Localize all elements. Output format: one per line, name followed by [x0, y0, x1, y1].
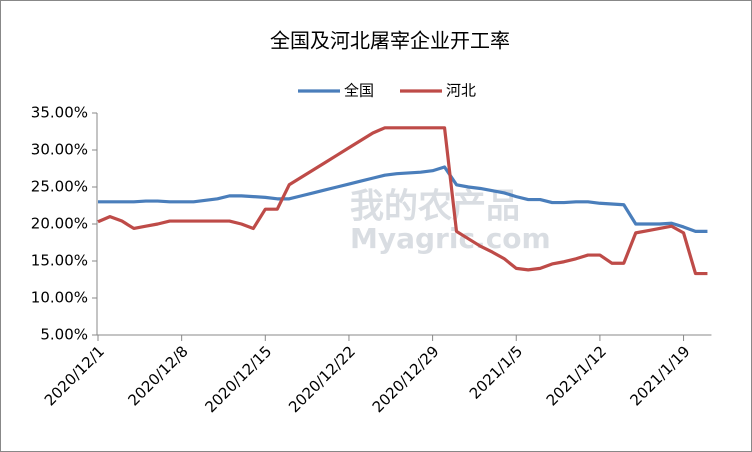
y-tick-label: 35.00%	[31, 104, 88, 122]
y-tick-label: 5.00%	[40, 326, 88, 344]
y-tick-label: 25.00%	[31, 178, 88, 196]
legend-label: 全国	[344, 82, 374, 100]
series-line	[98, 165, 708, 233]
legend: 全国 河北	[298, 82, 476, 100]
chart-title: 全国及河北屠宰企业开工率	[270, 29, 510, 53]
y-tick-label: 20.00%	[31, 215, 88, 233]
y-tick-label: 30.00%	[31, 141, 88, 159]
watermark: Myagric.com	[350, 222, 551, 255]
series-line	[97, 126, 708, 276]
y-tick-label: 15.00%	[31, 252, 88, 270]
legend-label: 河北	[446, 82, 476, 100]
y-tick-label: 10.00%	[31, 289, 88, 307]
watermark: 我的农产品	[350, 187, 520, 227]
